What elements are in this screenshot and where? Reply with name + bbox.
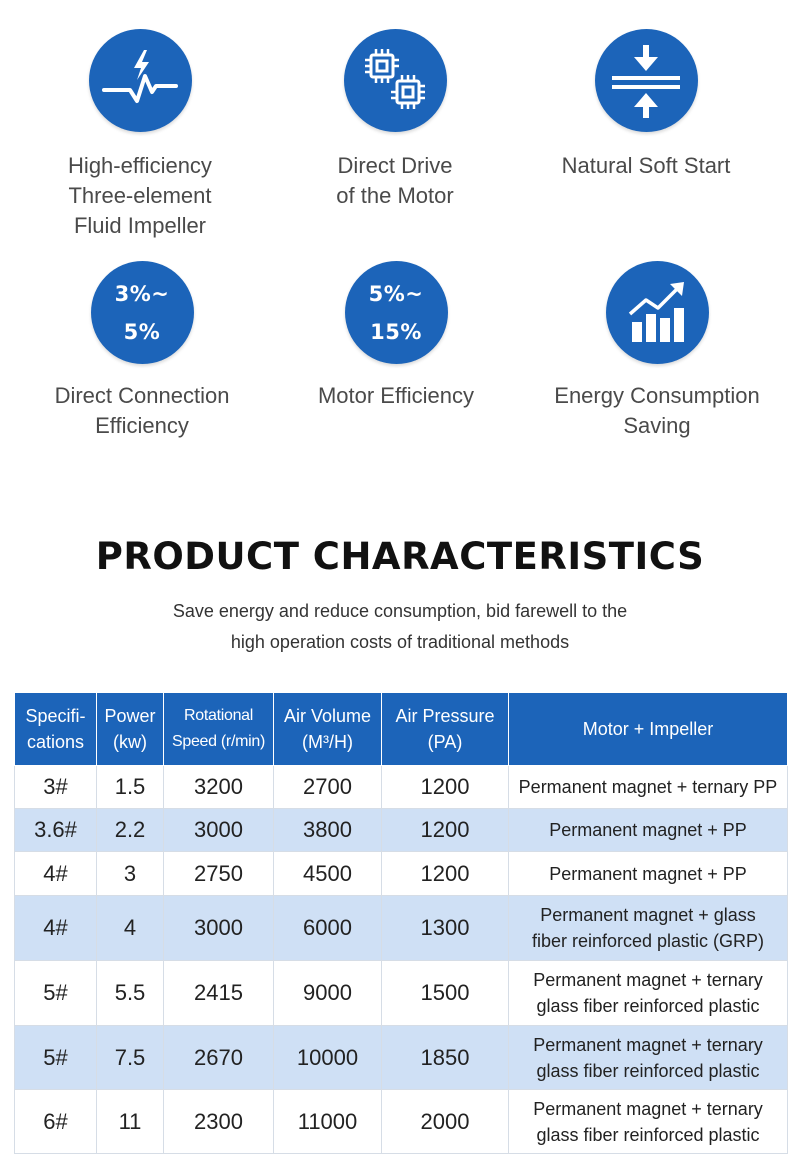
feature-label: Direct Drive of the Motor	[336, 153, 454, 208]
table-row: 6# 11 2300 11000 2000 Permanent magnet +…	[14, 1089, 788, 1154]
table-row: 4# 3 2750 4500 1200 Permanent magnet + P…	[14, 851, 788, 896]
badge-line2: 5%	[123, 319, 161, 344]
cell-pressure: 1200	[381, 808, 509, 852]
table-header-row: Specifi- cations Power (kw) Rotational S…	[14, 692, 788, 766]
cell-power: 2.2	[96, 808, 164, 852]
feature-badge	[343, 29, 447, 132]
cell-motor: Permanent magnet + PP	[508, 808, 788, 852]
table-row: 4# 4 3000 6000 1300 Permanent magnet + g…	[14, 895, 788, 961]
feature-label: Natural Soft Start	[561, 153, 731, 178]
cell-motor: Permanent magnet + glass fiber reinforce…	[508, 895, 788, 961]
cell-speed: 3000	[163, 895, 274, 961]
cell-volume: 4500	[273, 851, 382, 896]
cell-motor: Permanent magnet + PP	[508, 851, 788, 896]
soft-start-arrows-icon	[612, 44, 680, 118]
feature-direct-connection: 3%~ 5% Direct Connection Efficiency	[12, 261, 272, 441]
cell-volume: 3800	[273, 808, 382, 852]
cell-spec: 4#	[14, 895, 97, 961]
spec-table: Specifi- cations Power (kw) Rotational S…	[14, 692, 788, 1154]
cell-power: 1.5	[96, 765, 164, 809]
cell-volume: 6000	[273, 895, 382, 961]
header-specifications: Specifi- cations	[14, 692, 97, 766]
feature-label: Energy Consumption Saving	[554, 383, 760, 438]
pulse-lightning-icon	[102, 49, 178, 103]
header-rotational-speed: Rotational Speed (r/min)	[163, 692, 274, 766]
table-row: 5# 5.5 2415 9000 1500 Permanent magnet +…	[14, 960, 788, 1026]
feature-motor-efficiency: 5%~ 15% Motor Efficiency	[266, 261, 526, 411]
cell-speed: 3000	[163, 808, 274, 852]
section-title: PRODUCT CHARACTERISTICS	[95, 535, 705, 578]
table-row: 5# 7.5 2670 10000 1850 Permanent magnet …	[14, 1025, 788, 1090]
cell-pressure: 1200	[381, 765, 509, 809]
cell-pressure: 1300	[381, 895, 509, 961]
cell-power: 7.5	[96, 1025, 164, 1090]
feature-direct-drive: Direct Drive of the Motor	[265, 29, 525, 211]
badge-line2: 15%	[370, 319, 422, 344]
cell-motor: Permanent magnet + ternary glass fiber r…	[508, 1089, 788, 1154]
cell-power: 4	[96, 895, 164, 961]
feature-badge	[594, 29, 698, 132]
cell-power: 3	[96, 851, 164, 896]
cell-power: 11	[96, 1089, 164, 1154]
header-power: Power (kw)	[96, 692, 164, 766]
cell-spec: 6#	[14, 1089, 97, 1154]
cell-volume: 11000	[273, 1089, 382, 1154]
cell-motor: Permanent magnet + ternary PP	[508, 765, 788, 809]
header-motor-impeller: Motor + Impeller	[508, 692, 788, 766]
section-subtitle: Save energy and reduce consumption, bid …	[172, 601, 628, 652]
cell-motor: Permanent magnet + ternary glass fiber r…	[508, 1025, 788, 1090]
percent-badge: 5%~ 15%	[344, 261, 448, 364]
feature-label: High-efficiency Three-element Fluid Impe…	[68, 153, 212, 238]
header-air-pressure: Air Pressure (PA)	[381, 692, 509, 766]
badge-line1: 3%~	[114, 281, 170, 306]
cell-speed: 2750	[163, 851, 274, 896]
cell-motor: Permanent magnet + ternary glass fiber r…	[508, 960, 788, 1026]
cell-spec: 5#	[14, 1025, 97, 1090]
cell-spec: 5#	[14, 960, 97, 1026]
table-row: 3# 1.5 3200 2700 1200 Permanent magnet +…	[14, 765, 788, 809]
cell-pressure: 2000	[381, 1089, 509, 1154]
cell-spec: 3.6#	[14, 808, 97, 852]
feature-badge	[605, 261, 709, 364]
feature-badge	[88, 29, 192, 132]
cell-pressure: 1850	[381, 1025, 509, 1090]
cell-volume: 10000	[273, 1025, 382, 1090]
cell-speed: 2300	[163, 1089, 274, 1154]
table-row: 3.6# 2.2 3000 3800 1200 Permanent magnet…	[14, 808, 788, 852]
cell-speed: 2670	[163, 1025, 274, 1090]
bar-chart-up-icon	[628, 281, 684, 342]
cell-speed: 2415	[163, 960, 274, 1026]
header-air-volume: Air Volume (M³/H)	[273, 692, 382, 766]
feature-label: Direct Connection Efficiency	[54, 383, 230, 438]
chips-icon	[365, 48, 425, 109]
feature-impeller: High-efficiency Three-element Fluid Impe…	[10, 29, 270, 241]
cell-pressure: 1500	[381, 960, 509, 1026]
feature-energy-saving: Energy Consumption Saving	[527, 261, 787, 441]
cell-power: 5.5	[96, 960, 164, 1026]
feature-soft-start: Natural Soft Start	[516, 29, 776, 181]
cell-volume: 9000	[273, 960, 382, 1026]
percent-badge: 3%~ 5%	[90, 261, 194, 364]
cell-spec: 3#	[14, 765, 97, 809]
cell-spec: 4#	[14, 851, 97, 896]
cell-volume: 2700	[273, 765, 382, 809]
badge-line1: 5%~	[368, 281, 424, 306]
cell-pressure: 1200	[381, 851, 509, 896]
feature-label: Motor Efficiency	[317, 383, 475, 408]
cell-speed: 3200	[163, 765, 274, 809]
